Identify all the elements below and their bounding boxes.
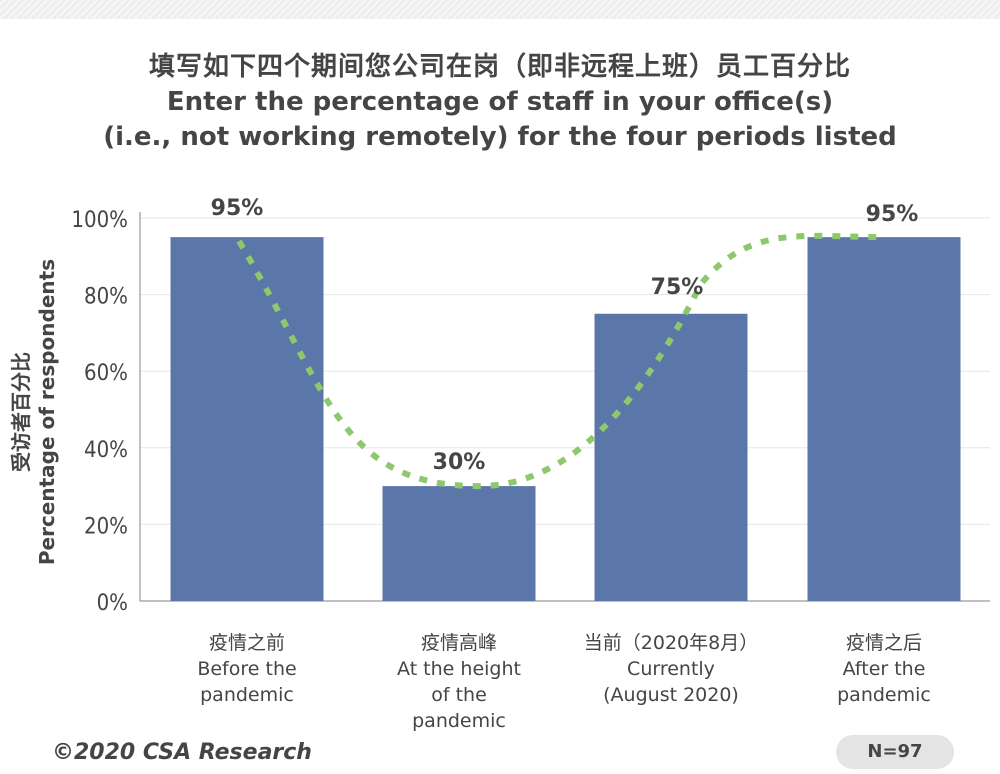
x-category-label-line: 疫情之后 [845, 632, 922, 654]
trend-line [236, 232, 885, 490]
bar [594, 313, 748, 601]
x-category-label: 当前（2020年8月） Currently (August 2020) [571, 630, 771, 708]
y-tick-label: 60% [84, 361, 128, 386]
x-category-label-line: After the [842, 658, 926, 680]
bar [807, 237, 961, 601]
x-category-label-line: 当前（2020年8月） [583, 632, 759, 654]
title-english-line2: (i.e., not working remotely) for the fou… [103, 122, 897, 152]
x-category-label-line: 疫情高峰 [420, 632, 497, 654]
x-category-label: 疫情高峰 At the height of the pandemic [359, 630, 559, 734]
x-category-label-line: 疫情之前 [208, 632, 285, 654]
x-category-label: 疫情之前 Before the pandemic [147, 630, 347, 708]
x-category-label-line: (August 2020) [603, 684, 739, 706]
title-english-line1: Enter the percentage of staff in your of… [166, 87, 834, 117]
y-tick-label: 100% [71, 208, 128, 233]
data-label: 95% [866, 202, 919, 227]
data-label: 75% [651, 275, 704, 300]
sample-size-badge: N=97 [836, 735, 954, 769]
x-category-label: 疫情之后 After the pandemic [784, 630, 984, 708]
data-label: 30% [433, 450, 486, 475]
y-tick-label: 20% [84, 514, 128, 539]
title-chinese: 填写如下四个期间您公司在岗（即非远程上班）员工百分比 [148, 52, 851, 82]
bar [170, 237, 324, 601]
top-decorative-band [0, 0, 1000, 19]
y-tick-label: 80% [84, 285, 128, 310]
x-category-label-line: Before the [197, 658, 297, 680]
x-category-label-line: pandemic [837, 684, 931, 706]
data-label: 95% [211, 196, 264, 221]
x-category-label-line: of the [431, 684, 487, 706]
x-category-label-line: pandemic [412, 710, 506, 732]
bar [382, 486, 536, 601]
copyright-text: ©2020 CSA Research [52, 740, 312, 765]
y-tick-label: 40% [84, 438, 128, 463]
x-category-label-line: Currently [627, 658, 715, 680]
chart-title: 填写如下四个期间您公司在岗（即非远程上班）员工百分比 Enter the per… [0, 50, 1000, 155]
y-tick-label: 0% [97, 591, 128, 616]
x-category-label-line: pandemic [200, 684, 294, 706]
x-category-label-line: At the height [397, 658, 521, 680]
